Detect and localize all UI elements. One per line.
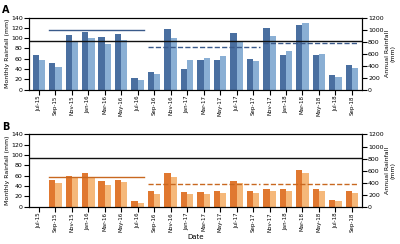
Bar <box>280 189 286 207</box>
Bar <box>154 74 160 90</box>
Bar <box>352 193 358 207</box>
Bar <box>286 191 292 207</box>
Bar <box>49 180 55 207</box>
Bar <box>121 40 128 90</box>
Y-axis label: Annual Rainfall
(mm): Annual Rainfall (mm) <box>385 30 396 77</box>
X-axis label: Date: Date <box>187 234 204 240</box>
Text: A: A <box>2 5 10 15</box>
Bar <box>253 193 259 207</box>
Bar <box>138 81 144 90</box>
Bar <box>270 191 276 207</box>
Bar <box>115 34 121 90</box>
Bar <box>82 32 88 90</box>
Bar <box>214 191 220 207</box>
Bar <box>197 60 204 90</box>
Bar <box>336 77 342 90</box>
Bar <box>346 191 352 207</box>
Bar <box>55 67 62 90</box>
Bar <box>230 33 236 90</box>
Bar <box>319 191 325 207</box>
Bar <box>187 194 193 207</box>
Text: B: B <box>2 122 10 132</box>
Bar <box>302 23 309 90</box>
Bar <box>280 55 286 90</box>
Bar <box>32 55 39 90</box>
Bar <box>220 193 226 207</box>
Bar <box>132 202 138 207</box>
Bar <box>302 173 309 207</box>
Bar <box>66 176 72 207</box>
Bar <box>263 28 270 90</box>
Bar <box>105 44 111 90</box>
Bar <box>138 203 144 207</box>
Bar <box>115 180 121 207</box>
Bar <box>187 60 193 90</box>
Bar <box>214 60 220 90</box>
Bar <box>313 55 319 90</box>
Bar <box>88 177 94 207</box>
Bar <box>39 60 45 90</box>
Y-axis label: Monthly Rainfall (mm): Monthly Rainfall (mm) <box>4 136 10 205</box>
Bar <box>329 75 336 90</box>
Bar <box>247 59 253 90</box>
Bar <box>88 38 94 90</box>
Bar <box>171 177 177 207</box>
Bar <box>148 72 154 90</box>
Bar <box>220 56 226 90</box>
Bar <box>72 41 78 90</box>
Bar <box>154 194 160 207</box>
Bar <box>66 35 72 90</box>
Y-axis label: Annual Rainfall
(mm): Annual Rainfall (mm) <box>385 147 396 194</box>
Bar <box>49 63 55 90</box>
Bar <box>247 191 253 207</box>
Y-axis label: Monthly Rainfall (mm): Monthly Rainfall (mm) <box>4 19 10 88</box>
Bar <box>263 189 270 207</box>
Bar <box>105 185 111 207</box>
Bar <box>204 194 210 207</box>
Bar <box>197 192 204 207</box>
Bar <box>319 54 325 90</box>
Bar <box>148 191 154 207</box>
Bar <box>286 51 292 90</box>
Bar <box>236 183 243 207</box>
Bar <box>164 173 171 207</box>
Bar <box>329 200 336 207</box>
Bar <box>296 170 302 207</box>
Bar <box>270 36 276 90</box>
Bar <box>98 181 105 207</box>
Bar <box>181 192 187 207</box>
Bar <box>253 61 259 90</box>
Bar <box>98 37 105 90</box>
Bar <box>236 41 243 90</box>
Bar <box>72 178 78 207</box>
Bar <box>55 183 62 207</box>
Bar <box>204 58 210 90</box>
Bar <box>346 65 352 90</box>
Bar <box>82 173 88 207</box>
Bar <box>181 69 187 90</box>
Bar <box>352 68 358 90</box>
Bar <box>336 202 342 207</box>
Bar <box>230 181 236 207</box>
Bar <box>313 189 319 207</box>
Bar <box>171 38 177 90</box>
Bar <box>296 25 302 90</box>
Bar <box>121 182 128 207</box>
Bar <box>132 78 138 90</box>
Bar <box>164 30 171 90</box>
